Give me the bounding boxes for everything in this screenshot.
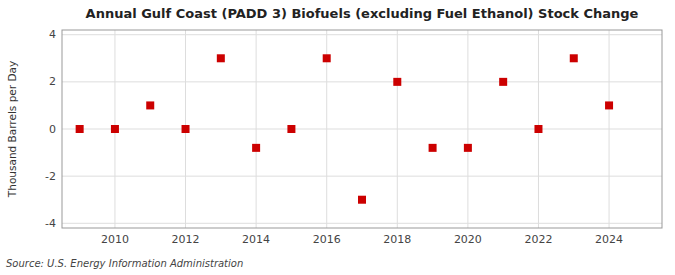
x-tick-label: 2010 [101, 233, 129, 246]
point [605, 101, 613, 109]
grid-line-x [467, 30, 468, 228]
background [0, 0, 675, 275]
source-note: Source: U.S. Energy Information Administ… [6, 258, 243, 269]
plot-frame [62, 30, 662, 228]
grid-line-y [62, 81, 662, 82]
point [76, 125, 84, 133]
grid-line-y [62, 176, 662, 177]
point [534, 125, 542, 133]
point [429, 144, 437, 152]
y-axis-label: Thousand Barrels per Day [6, 61, 18, 198]
point [570, 54, 578, 62]
point [499, 78, 507, 86]
grid-line-y [62, 129, 662, 130]
y-tick-label: 2 [49, 75, 56, 88]
x-tick-label: 2014 [242, 233, 270, 246]
x-tick-label: 2020 [454, 233, 482, 246]
point [464, 144, 472, 152]
point [393, 78, 401, 86]
point [287, 125, 295, 133]
x-tick-label: 2024 [595, 233, 623, 246]
y-tick-label: 0 [49, 123, 56, 136]
point [217, 54, 225, 62]
point [323, 54, 331, 62]
grid-line-x [609, 30, 610, 228]
point [358, 196, 366, 204]
y-tick-label: 4 [49, 28, 56, 41]
x-tick-label: 2012 [172, 233, 200, 246]
chart-svg: -4 -2 0 2 4 2010 2012 2014 2016 2018 2020 2022 2024 A… [0, 0, 675, 275]
title: Annual Gulf Coast (PADD 3) Biofuels (exc… [86, 6, 639, 21]
point [252, 144, 260, 152]
axes: -4 -2 0 2 4 2010 2012 2014 2016 2018 2020 2022 2024 [45, 28, 623, 246]
point [182, 125, 190, 133]
grid-line-x [256, 30, 257, 228]
point [111, 125, 119, 133]
x-tick-label: 2016 [313, 233, 341, 246]
grid-line-y [62, 223, 662, 224]
grid-line-y [62, 34, 662, 35]
y-tick-label: -2 [45, 170, 56, 183]
points [76, 54, 613, 203]
grid [62, 30, 662, 228]
x-tick-label: 2022 [524, 233, 552, 246]
y-tick-label: -4 [45, 217, 56, 230]
point [146, 101, 154, 109]
chart-container: -4 -2 0 2 4 2010 2012 2014 2016 2018 2020 2022 2024 A… [0, 0, 675, 275]
x-tick-label: 2018 [383, 233, 411, 246]
grid-line-x [397, 30, 398, 228]
